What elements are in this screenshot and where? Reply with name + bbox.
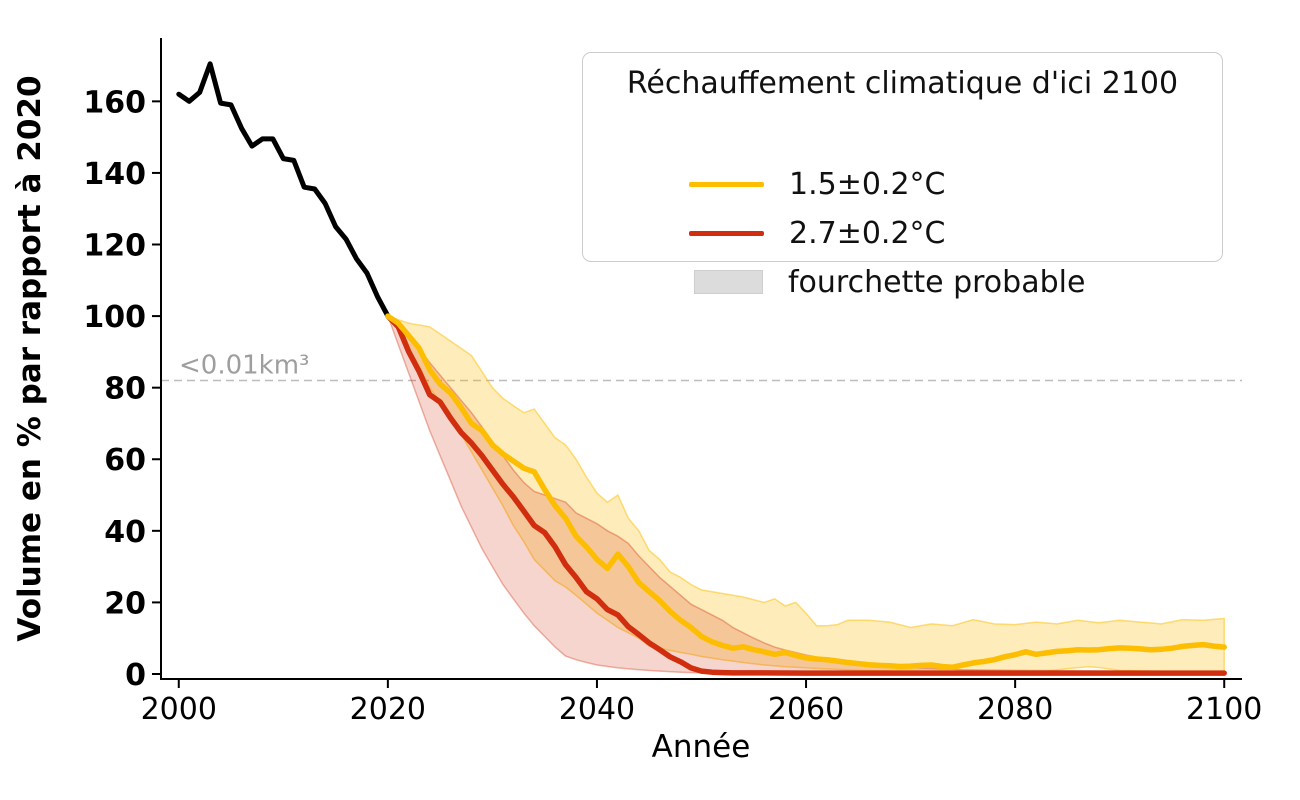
legend-patch-likely-range (694, 270, 763, 294)
y-tick-label: 80 (104, 372, 146, 407)
y-axis-title: Volume en % par rapport à 2020 (12, 75, 48, 642)
legend-line-sample-2-7c (689, 230, 764, 236)
legend-label-likely-range: fourchette probable (788, 264, 1086, 300)
legend-entry-1-5c: 1.5±0.2°C (583, 166, 946, 202)
legend-label-1-5c: 1.5±0.2°C (789, 166, 946, 202)
legend-line-sample-1-5c (689, 181, 764, 187)
y-tick-label: 40 (104, 515, 146, 550)
x-tick-label: 2020 (350, 692, 426, 727)
y-tick-label: 120 (83, 229, 146, 264)
legend-entry-likely-range: fourchette probable (583, 264, 1086, 300)
line-2.7±0.2°C (385, 313, 1227, 676)
x-axis-title: Année (651, 729, 751, 765)
legend-title: Réchauffement climatique d'ici 2100 (626, 66, 1179, 101)
x-tick-label: 2080 (977, 692, 1053, 727)
line-1.5±0.2°C (385, 313, 1227, 670)
band-fourchette probable 1.5°C (385, 314, 1225, 673)
legend-label-2-7c: 2.7±0.2°C (789, 215, 946, 251)
x-tick-label: 2100 (1186, 692, 1262, 727)
x-tick-label: 2040 (559, 692, 635, 727)
legend: Réchauffement climatique d'ici 2100 1.5±… (582, 52, 1223, 300)
y-tick-label: 60 (104, 443, 146, 478)
x-tick-label: 2000 (141, 692, 217, 727)
line-historique (176, 61, 391, 319)
legend-entry-2-7c: 2.7±0.2°C (583, 215, 946, 251)
y-tick-label: 140 (83, 157, 146, 192)
y-tick-label: 160 (83, 85, 146, 120)
threshold-label: <0.01km³ (179, 351, 309, 381)
x-tick-label: 2060 (768, 692, 844, 727)
y-tick-label: 100 (83, 300, 146, 335)
y-tick-label: 20 (104, 586, 146, 621)
y-tick-label: 0 (125, 658, 146, 693)
